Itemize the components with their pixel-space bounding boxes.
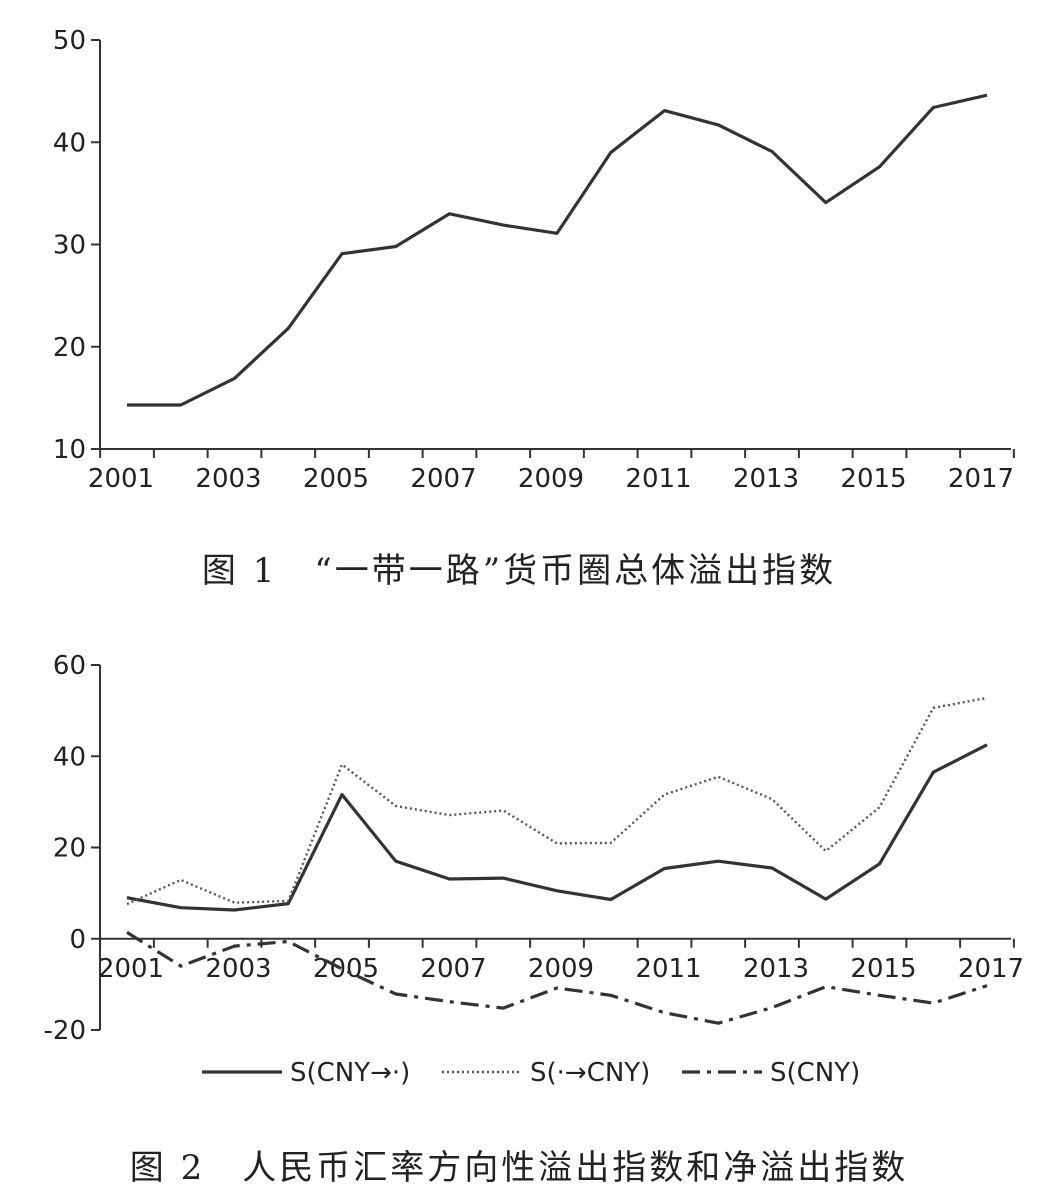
chart-2-series: [126, 696, 988, 1025]
legend-label-2: S(·→CNY): [530, 1058, 650, 1088]
series-line-1: [127, 93, 988, 407]
chart-2-x-axis: 2001 2003 2005 2007 2009 2011 2013 2015 2017: [98, 937, 1024, 984]
x-tick-label: 2005: [303, 464, 369, 494]
y-tick-label: -20: [44, 1016, 86, 1046]
x-tick-label: 2015: [840, 464, 906, 494]
chart-2-y-axis: 60 40 20 0 -20: [44, 651, 101, 1046]
x-tick-label: 2013: [743, 954, 809, 984]
chart-1-y-axis: 10 20 30 40 50: [53, 26, 101, 465]
chart-2-legend: S(CNY→·) S(·→CNY) S(CNY): [202, 1058, 860, 1088]
figure-2-caption: 图 2 人民币汇率方向性溢出指数和净溢出指数: [129, 1148, 909, 1188]
y-tick-label: 60: [53, 651, 86, 681]
x-tick-label: 2007: [420, 954, 486, 984]
x-tick-label: 2009: [518, 464, 584, 494]
x-tick-label: 2009: [528, 954, 594, 984]
x-tick-label: 2017: [948, 464, 1014, 494]
y-tick-label: 40: [53, 742, 86, 772]
legend-label-3: S(CNY): [770, 1058, 860, 1088]
x-tick-label: 2001: [98, 954, 164, 984]
x-tick-label: 2011: [635, 954, 701, 984]
x-tick-label: 2007: [410, 464, 476, 494]
y-tick-label: 40: [53, 128, 86, 158]
x-tick-label: 2005: [313, 954, 379, 984]
chart-1-series: [127, 93, 988, 407]
y-tick-label: 50: [53, 26, 86, 56]
x-tick-label: 2013: [733, 464, 799, 494]
series-line-2: [126, 696, 988, 906]
series-line-3: [126, 931, 988, 1025]
y-tick-label: 0: [69, 925, 86, 955]
chart-1-x-axis: 2001 2003 2005 2007 2009 2011 2013 2015 2017: [88, 448, 1015, 494]
y-tick-label: 20: [53, 333, 86, 363]
y-tick-label: 20: [53, 834, 86, 864]
y-tick-label: 30: [53, 231, 86, 261]
series-line-1: [126, 743, 988, 912]
x-tick-label: 2017: [958, 954, 1024, 984]
x-tick-label: 2003: [195, 464, 261, 494]
legend-label-1: S(CNY→·): [290, 1058, 410, 1088]
x-tick-label: 2015: [850, 954, 916, 984]
x-tick-label: 2001: [88, 464, 154, 494]
x-tick-label: 2011: [625, 464, 691, 494]
x-tick-label: 2003: [205, 954, 271, 984]
figure-1-caption: 图 1 “一带一路”货币圈总体溢出指数: [201, 551, 837, 591]
y-tick-label: 10: [53, 435, 86, 465]
